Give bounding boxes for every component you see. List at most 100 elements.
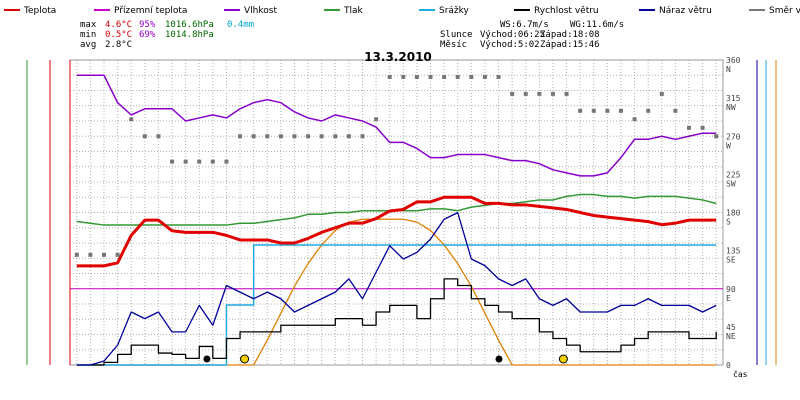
moonset-text: Západ:15:46 bbox=[540, 40, 600, 50]
legend-label: Vlhkost bbox=[244, 6, 277, 16]
moonrise-marker bbox=[203, 355, 211, 363]
legend: Teplota Přízemní teplota Vlhkost Tlak Srážky… bbox=[4, 6, 800, 16]
direction-tick-compass: NE bbox=[726, 332, 736, 341]
direction-point bbox=[74, 252, 79, 257]
direction-point bbox=[537, 91, 542, 96]
direction-point bbox=[428, 74, 433, 79]
direction-point bbox=[578, 108, 583, 113]
rain-line bbox=[76, 244, 717, 366]
legend-label: Přízemní teplota bbox=[114, 6, 187, 16]
legend-label: Tlak bbox=[343, 6, 364, 16]
direction-point bbox=[142, 134, 147, 139]
direction-point bbox=[442, 74, 447, 79]
direction-point bbox=[496, 74, 501, 79]
direction-point bbox=[170, 159, 175, 164]
legend-label: Náraz větru bbox=[659, 6, 712, 16]
legend-label: Směr větru bbox=[769, 6, 800, 16]
moonrise-text: Východ:5:02 bbox=[480, 40, 540, 50]
direction-tick-value: 270 bbox=[726, 132, 741, 141]
stats-avg-temp: 2.8°C bbox=[105, 40, 132, 50]
stats-max-pres: 1016.6hPa bbox=[165, 20, 214, 30]
series-layer bbox=[74, 74, 719, 366]
moon-label: Měsíc bbox=[440, 40, 467, 50]
direction-point bbox=[319, 134, 324, 139]
direction-tick-value: 315 bbox=[726, 94, 741, 103]
legend-label: Teplota bbox=[23, 6, 56, 16]
direction-point bbox=[238, 134, 243, 139]
direction-point bbox=[360, 134, 365, 139]
direction-point bbox=[88, 252, 93, 257]
wind-gust-text: WG:11.6m/s bbox=[570, 20, 624, 30]
legend-label: Srážky bbox=[439, 6, 470, 16]
direction-point bbox=[183, 159, 188, 164]
wind-sun-info: WS:6.7m/s WG:11.6m/s Slunce Východ:06:25… bbox=[440, 20, 624, 50]
direction-tick-value: 135 bbox=[726, 247, 741, 256]
direction-tick-compass: N bbox=[726, 65, 731, 74]
wind-speed-line bbox=[76, 278, 717, 366]
direction-point bbox=[129, 117, 134, 122]
direction-point bbox=[482, 74, 487, 79]
direction-point bbox=[401, 74, 406, 79]
stats-block: max 4.6°C 95% 1016.6hPa 0.4mm min 0.5°C … bbox=[80, 20, 254, 50]
direction-point bbox=[564, 91, 569, 96]
direction-point bbox=[455, 74, 460, 79]
direction-point bbox=[292, 134, 297, 139]
stats-max-temp: 4.6°C bbox=[105, 20, 132, 30]
wind-speed-text: WS:6.7m/s bbox=[500, 20, 549, 30]
direction-point bbox=[224, 159, 229, 164]
direction-point bbox=[550, 91, 555, 96]
direction-tick-compass: SW bbox=[726, 179, 736, 188]
x-axis-title: čas bbox=[733, 369, 748, 379]
direction-point bbox=[374, 117, 379, 122]
direction-point bbox=[197, 159, 202, 164]
direction-point bbox=[618, 108, 623, 113]
direction-point bbox=[673, 108, 678, 113]
chart-title: 13.3.2010 bbox=[364, 50, 432, 64]
direction-tick-value: 45 bbox=[726, 323, 736, 332]
moonset-marker bbox=[495, 355, 503, 363]
legend-label: Rychlost větru bbox=[534, 6, 599, 16]
humidity-line bbox=[76, 74, 717, 177]
direction-point bbox=[632, 117, 637, 122]
direction-point bbox=[646, 108, 651, 113]
stats-min-label: min bbox=[80, 30, 96, 40]
stats-max-hum: 95% bbox=[139, 20, 156, 30]
direction-point bbox=[251, 134, 256, 139]
stats-min-temp: 0.5°C bbox=[105, 30, 132, 40]
direction-point bbox=[714, 134, 719, 139]
direction-tick-value: 90 bbox=[726, 285, 736, 294]
direction-point bbox=[700, 125, 705, 130]
direction-point bbox=[156, 134, 161, 139]
temperature-line bbox=[76, 195, 717, 268]
direction-point bbox=[686, 125, 691, 130]
direction-point bbox=[510, 91, 515, 96]
direction-point bbox=[659, 91, 664, 96]
direction-point bbox=[115, 252, 120, 257]
direction-point bbox=[102, 252, 107, 257]
sunset-marker bbox=[558, 354, 568, 364]
direction-point bbox=[333, 134, 338, 139]
sun-label: Slunce bbox=[440, 30, 473, 40]
stats-min-hum: 69% bbox=[139, 30, 156, 40]
direction-point bbox=[346, 134, 351, 139]
direction-point bbox=[210, 159, 215, 164]
direction-tick-value: 0 bbox=[726, 361, 731, 370]
sunrise-marker bbox=[240, 354, 250, 364]
direction-point bbox=[265, 134, 270, 139]
stats-max-label: max bbox=[80, 20, 97, 30]
direction-point bbox=[523, 91, 528, 96]
direction-point bbox=[387, 74, 392, 79]
stats-min-pres: 1014.8hPa bbox=[165, 30, 214, 40]
direction-tick-compass: W bbox=[726, 141, 731, 150]
direction-tick-compass: E bbox=[726, 294, 731, 303]
direction-tick-compass: SE bbox=[726, 256, 736, 265]
direction-point bbox=[414, 74, 419, 79]
direction-tick-compass: NW bbox=[726, 103, 736, 112]
sunset-text: Západ:18:08 bbox=[540, 30, 600, 40]
stats-max-rain: 0.4mm bbox=[227, 20, 254, 30]
direction-point bbox=[591, 108, 596, 113]
